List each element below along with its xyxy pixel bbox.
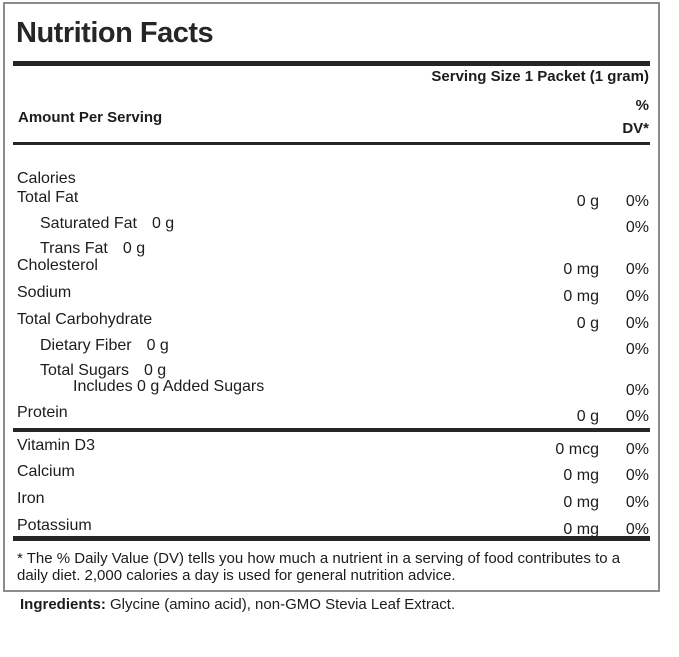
nutrient-label: Vitamin D3 (17, 437, 95, 454)
nutrient-amount: 0 g (576, 193, 599, 210)
row-calcium: Calcium 0 mg 0% (11, 463, 652, 484)
nutrient-dv: 0% (625, 261, 649, 278)
nutrient-label: Potassium (17, 517, 92, 534)
row-sodium: Sodium 0 mg 0% (11, 284, 652, 305)
nutrient-label: Total Fat (17, 189, 79, 206)
row-potassium: Potassium 0 mg 0% (11, 517, 652, 538)
nutrient-amount: 0 g (143, 362, 167, 379)
column-header-row: Amount Per Serving % DV* (11, 94, 652, 140)
nutrient-label: Sodium (17, 284, 72, 301)
amount-per-serving-label: Amount Per Serving (18, 108, 163, 126)
ingredients-text: Glycine (amino acid), non-GMO Stevia Lea… (105, 596, 456, 613)
row-calories: Calories (11, 170, 652, 188)
nutrient-label: Protein (17, 404, 68, 421)
nutrient-label: Includes 0 g Added Sugars (73, 378, 265, 395)
nutrient-rows: Calories Total Fat 0 g 0% Saturated Fat … (11, 145, 652, 425)
dv-header-dv: DV* (622, 120, 649, 137)
nutrient-label: Iron (17, 490, 45, 507)
divider-under-header (13, 142, 650, 145)
ingredients-label: Ingredients: (20, 596, 106, 613)
nutrient-amount: 0 mg (563, 261, 599, 278)
nutrient-label: Cholesterol (17, 257, 98, 274)
divider-above-footnote (13, 536, 650, 541)
nutrient-dv: 0% (625, 341, 649, 358)
row-trans-fat: Trans Fat 0 g (11, 240, 652, 258)
row-iron: Iron 0 mg 0% (11, 490, 652, 511)
row-cholesterol: Cholesterol 0 mg 0% (11, 257, 652, 278)
serving-size-text: Serving Size 1 Packet (1 gram) (431, 68, 649, 85)
nutrient-amount: 0 mg (563, 494, 599, 511)
nutrient-dv: 0% (625, 408, 649, 425)
row-saturated-fat: Saturated Fat 0 g 0% (11, 215, 652, 236)
ingredients-line: Ingredients: Glycine (amino acid), non-G… (20, 596, 650, 614)
nutrient-dv: 0% (625, 441, 649, 458)
nutrient-dv: 0% (625, 467, 649, 484)
daily-value-footnote: * The % Daily Value (DV) tells you how m… (17, 550, 621, 584)
nutrition-facts-panel: Nutrition Facts Serving Size 1 Packet (1… (3, 2, 660, 592)
nutrient-dv: 0% (625, 315, 649, 332)
nutrient-amount: 0 g (576, 315, 599, 332)
row-total-sugars: Total Sugars 0 g (11, 362, 652, 380)
nutrient-dv: 0% (625, 521, 649, 538)
nutrient-label: Calories (17, 170, 76, 187)
dv-header-percent: % (635, 97, 649, 114)
nutrient-label: Total Carbohydrate (17, 311, 153, 328)
nutrient-amount: 0 mg (563, 288, 599, 305)
nutrient-amount: 0 mcg (555, 441, 599, 458)
nutrient-label: Total Sugars (40, 362, 129, 379)
nutrition-facts-title: Nutrition Facts (16, 17, 214, 49)
row-total-fat: Total Fat 0 g 0% (11, 189, 652, 210)
row-added-sugars: Includes 0 g Added Sugars 0% (11, 378, 652, 399)
row-total-carbohydrate: Total Carbohydrate 0 g 0% (11, 311, 652, 332)
nutrient-dv: 0% (625, 494, 649, 511)
nutrient-dv: 0% (625, 219, 649, 236)
row-protein: Protein 0 g 0% (11, 404, 652, 425)
row-dietary-fiber: Dietary Fiber 0 g 0% (11, 337, 652, 358)
nutrient-amount: 0 g (146, 337, 169, 354)
nutrient-amount: 0 g (576, 408, 599, 425)
nutrient-label: Dietary Fiber (40, 337, 132, 354)
nutrient-amount: 0 mg (563, 521, 599, 538)
nutrient-amount: 0 g (151, 215, 175, 232)
nutrient-label: Trans Fat (40, 240, 108, 257)
nutrient-amount: 0 g (122, 240, 146, 257)
nutrient-dv: 0% (625, 193, 649, 210)
row-vitamin-d3: Vitamin D3 0 mcg 0% (11, 437, 652, 458)
nutrient-dv: 0% (625, 288, 649, 305)
divider-above-vitamins (13, 428, 650, 432)
nutrient-label: Calcium (17, 463, 75, 480)
nutrient-amount: 0 mg (563, 467, 599, 484)
vitamin-rows: Vitamin D3 0 mcg 0% Calcium 0 mg 0% Iron… (11, 432, 652, 538)
divider-thick-top (13, 61, 650, 66)
daily-value-header: % DV* (622, 94, 652, 140)
nutrient-dv: 0% (625, 382, 649, 399)
nutrient-label: Saturated Fat (40, 215, 137, 232)
